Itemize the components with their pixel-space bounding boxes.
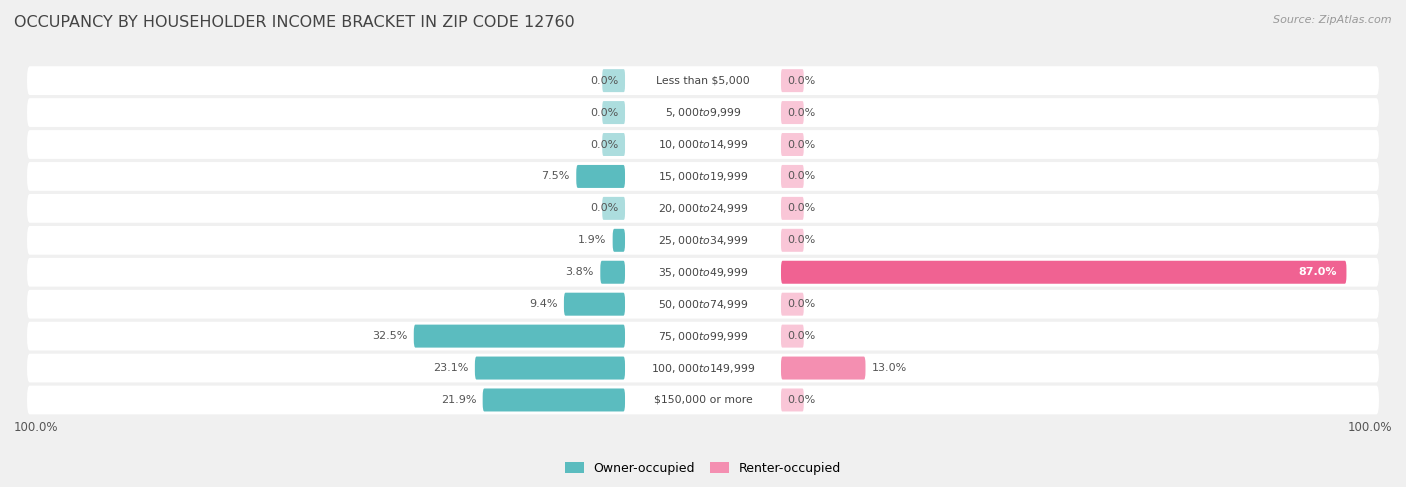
FancyBboxPatch shape	[482, 389, 626, 412]
Text: 13.0%: 13.0%	[872, 363, 907, 373]
FancyBboxPatch shape	[27, 194, 1379, 223]
Text: 7.5%: 7.5%	[541, 171, 569, 182]
Text: 1.9%: 1.9%	[578, 235, 606, 245]
FancyBboxPatch shape	[27, 386, 1379, 414]
FancyBboxPatch shape	[780, 356, 866, 379]
FancyBboxPatch shape	[576, 165, 626, 188]
Text: 100.0%: 100.0%	[14, 421, 59, 433]
Text: OCCUPANCY BY HOUSEHOLDER INCOME BRACKET IN ZIP CODE 12760: OCCUPANCY BY HOUSEHOLDER INCOME BRACKET …	[14, 15, 575, 30]
Legend: Owner-occupied, Renter-occupied: Owner-occupied, Renter-occupied	[565, 462, 841, 475]
Text: $20,000 to $24,999: $20,000 to $24,999	[658, 202, 748, 215]
Text: $150,000 or more: $150,000 or more	[654, 395, 752, 405]
FancyBboxPatch shape	[27, 258, 1379, 287]
Text: 0.0%: 0.0%	[591, 108, 619, 117]
Text: Less than $5,000: Less than $5,000	[657, 75, 749, 86]
Text: $75,000 to $99,999: $75,000 to $99,999	[658, 330, 748, 343]
Text: $15,000 to $19,999: $15,000 to $19,999	[658, 170, 748, 183]
FancyBboxPatch shape	[602, 101, 626, 124]
FancyBboxPatch shape	[27, 290, 1379, 318]
Text: 3.8%: 3.8%	[565, 267, 593, 277]
FancyBboxPatch shape	[780, 261, 1347, 284]
Text: $100,000 to $149,999: $100,000 to $149,999	[651, 361, 755, 375]
Text: 0.0%: 0.0%	[787, 299, 815, 309]
FancyBboxPatch shape	[780, 101, 804, 124]
Text: 0.0%: 0.0%	[787, 75, 815, 86]
Text: Source: ZipAtlas.com: Source: ZipAtlas.com	[1274, 15, 1392, 25]
FancyBboxPatch shape	[780, 229, 804, 252]
Text: 0.0%: 0.0%	[787, 204, 815, 213]
FancyBboxPatch shape	[27, 322, 1379, 351]
Text: 0.0%: 0.0%	[787, 108, 815, 117]
Text: 23.1%: 23.1%	[433, 363, 468, 373]
FancyBboxPatch shape	[602, 197, 626, 220]
Text: 0.0%: 0.0%	[591, 139, 619, 150]
Text: $5,000 to $9,999: $5,000 to $9,999	[665, 106, 741, 119]
FancyBboxPatch shape	[780, 69, 804, 92]
FancyBboxPatch shape	[27, 66, 1379, 95]
Text: 32.5%: 32.5%	[373, 331, 408, 341]
FancyBboxPatch shape	[27, 130, 1379, 159]
FancyBboxPatch shape	[780, 197, 804, 220]
Text: $25,000 to $34,999: $25,000 to $34,999	[658, 234, 748, 247]
FancyBboxPatch shape	[780, 165, 804, 188]
Text: 0.0%: 0.0%	[787, 235, 815, 245]
Text: 100.0%: 100.0%	[1347, 421, 1392, 433]
FancyBboxPatch shape	[27, 98, 1379, 127]
Text: $10,000 to $14,999: $10,000 to $14,999	[658, 138, 748, 151]
FancyBboxPatch shape	[602, 133, 626, 156]
Text: 0.0%: 0.0%	[787, 395, 815, 405]
FancyBboxPatch shape	[780, 389, 804, 412]
Text: 0.0%: 0.0%	[591, 204, 619, 213]
FancyBboxPatch shape	[600, 261, 626, 284]
FancyBboxPatch shape	[613, 229, 626, 252]
Text: $35,000 to $49,999: $35,000 to $49,999	[658, 266, 748, 279]
FancyBboxPatch shape	[602, 69, 626, 92]
FancyBboxPatch shape	[27, 162, 1379, 191]
FancyBboxPatch shape	[780, 293, 804, 316]
Text: 9.4%: 9.4%	[529, 299, 557, 309]
FancyBboxPatch shape	[780, 133, 804, 156]
FancyBboxPatch shape	[475, 356, 626, 379]
Text: 0.0%: 0.0%	[787, 171, 815, 182]
FancyBboxPatch shape	[27, 354, 1379, 382]
FancyBboxPatch shape	[564, 293, 626, 316]
FancyBboxPatch shape	[27, 226, 1379, 255]
Text: 87.0%: 87.0%	[1298, 267, 1337, 277]
Text: 0.0%: 0.0%	[787, 331, 815, 341]
Text: 21.9%: 21.9%	[440, 395, 477, 405]
FancyBboxPatch shape	[413, 325, 626, 348]
Text: 0.0%: 0.0%	[787, 139, 815, 150]
Text: 0.0%: 0.0%	[591, 75, 619, 86]
Text: $50,000 to $74,999: $50,000 to $74,999	[658, 298, 748, 311]
FancyBboxPatch shape	[780, 325, 804, 348]
